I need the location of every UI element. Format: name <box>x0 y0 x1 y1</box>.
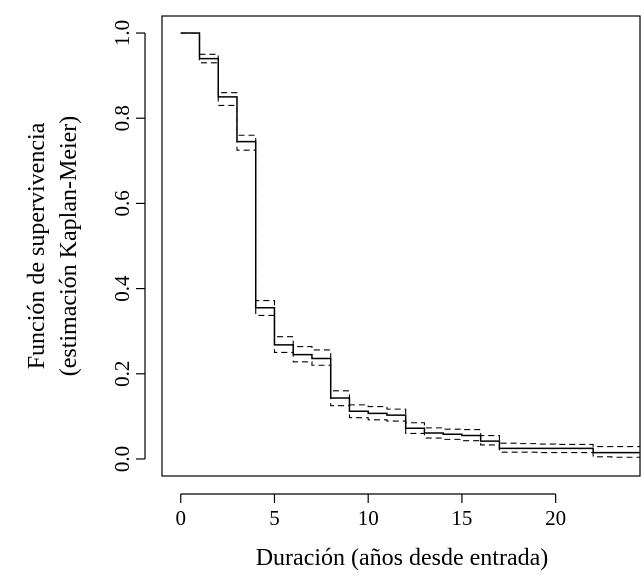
plot-frame <box>161 15 641 477</box>
series-estimate <box>180 32 640 454</box>
y-tick-label: 0.6 <box>110 190 134 216</box>
x-axis-title: Duración (años desde entrada) <box>256 545 549 571</box>
y-tick-label: 0.4 <box>110 275 134 302</box>
plot-area <box>180 32 640 458</box>
x-tick-label: 0 <box>175 506 186 530</box>
y-tick-label: 0.8 <box>110 105 134 131</box>
series-lower-ci <box>180 32 640 458</box>
series-upper-ci <box>180 32 640 448</box>
x-tick-label: 10 <box>358 506 379 530</box>
x-tick-label: 20 <box>545 506 566 530</box>
y-axis: 0.0 0.2 0.4 0.6 0.8 1.0 <box>110 20 146 472</box>
x-tick-label: 15 <box>451 506 472 530</box>
y-tick-label: 1.0 <box>110 20 134 46</box>
y-axis-title-line-2: (estimación Kaplan-Meier) <box>56 116 82 377</box>
y-axis-title: Función de supervivencia (estimación Kap… <box>24 116 82 377</box>
y-tick-label: 0.2 <box>110 361 134 387</box>
x-axis: 0 5 10 15 20 <box>175 493 566 530</box>
x-tick-label: 5 <box>269 506 280 530</box>
y-axis-title-line-1: Función de supervivencia <box>24 122 50 369</box>
y-tick-label: 0.0 <box>110 446 134 472</box>
